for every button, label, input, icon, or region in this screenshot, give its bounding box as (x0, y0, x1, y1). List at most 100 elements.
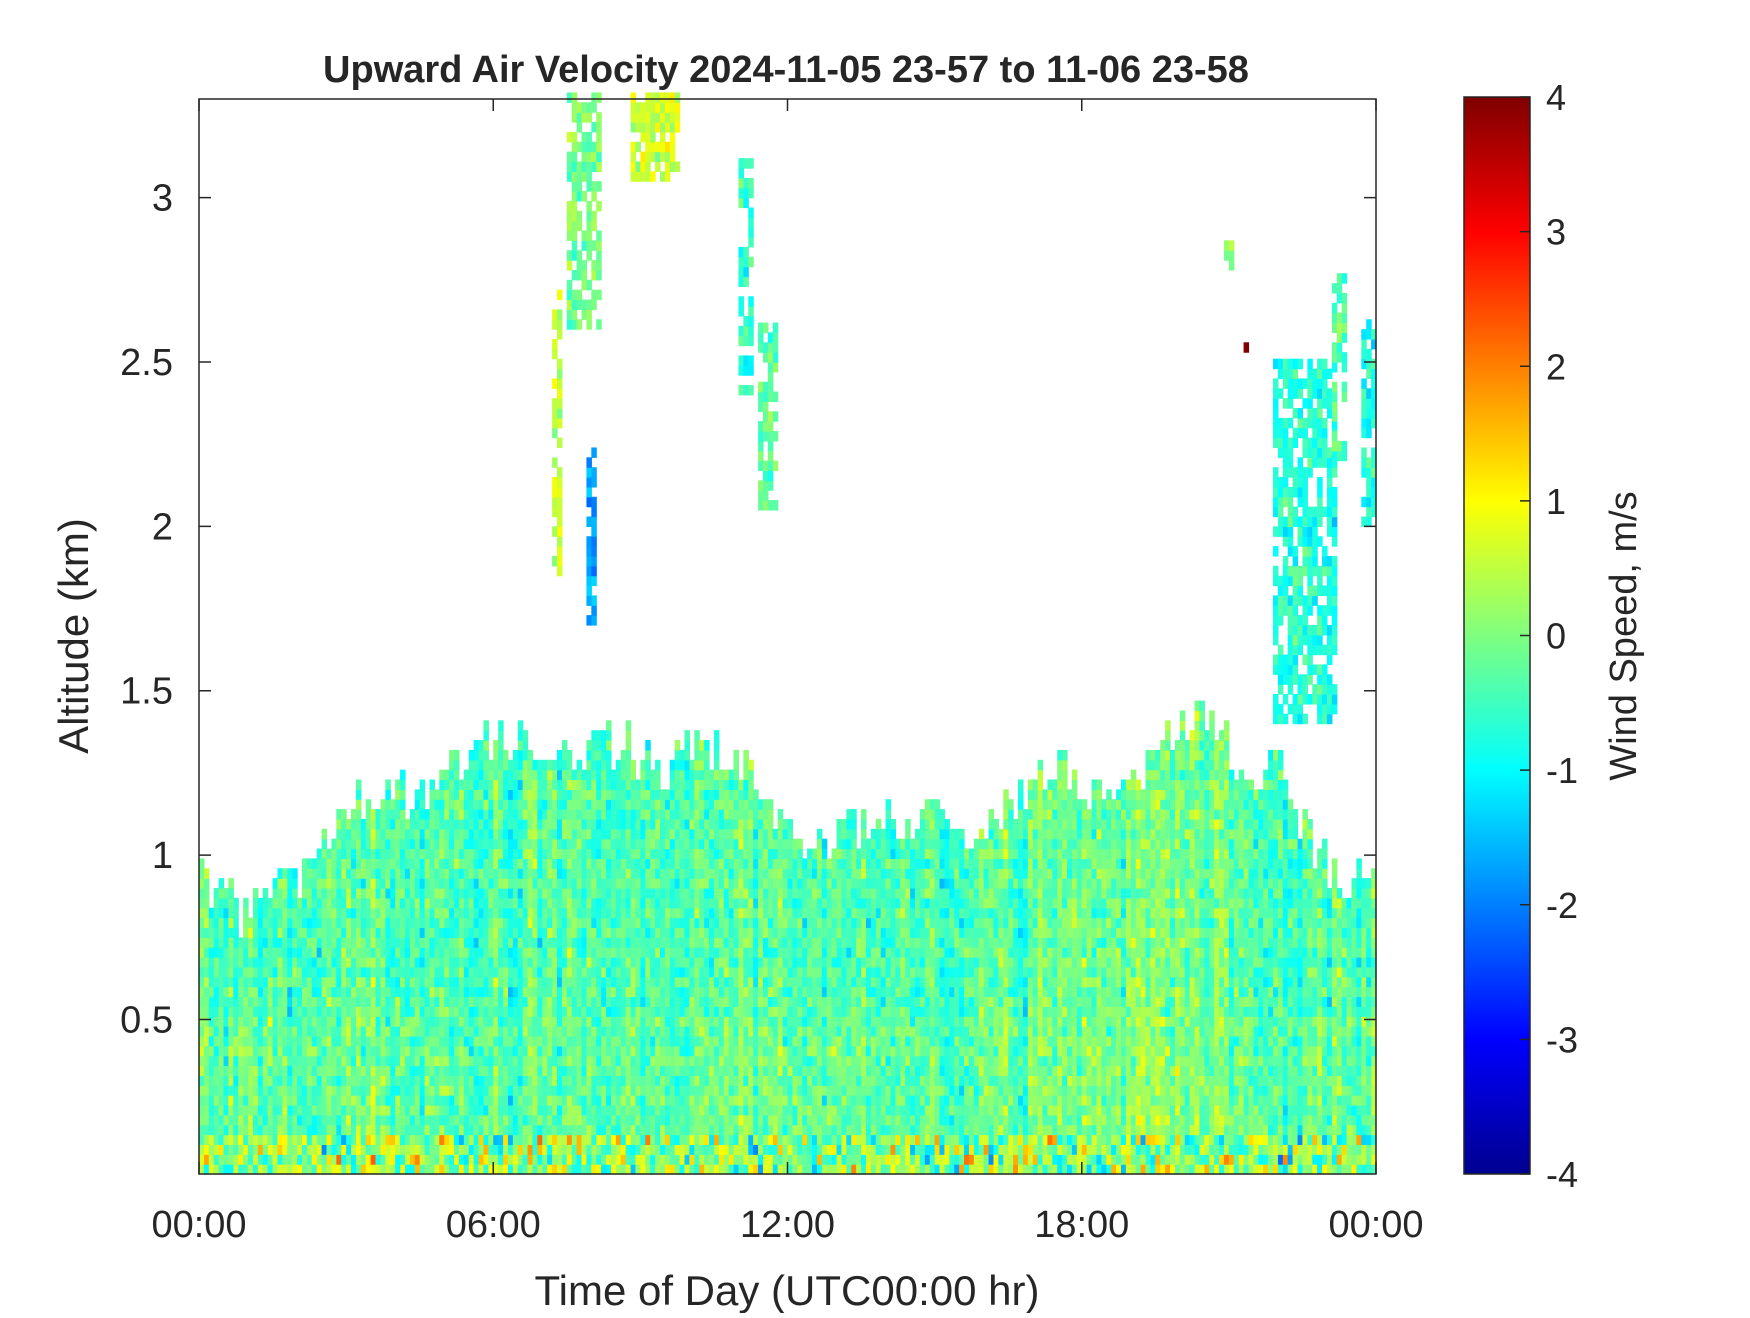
heatmap-cell (272, 1085, 279, 1096)
heatmap-cell (336, 1164, 342, 1175)
heatmap-cell (370, 887, 377, 899)
heatmap-cell (355, 1124, 362, 1136)
heatmap-cell (429, 789, 435, 800)
heatmap-cell (684, 1164, 691, 1175)
heatmap-cell (630, 966, 637, 978)
heatmap-cell (767, 1085, 774, 1096)
heatmap-cell (630, 868, 637, 879)
heatmap-cell (620, 878, 627, 889)
heatmap-cell (351, 966, 357, 978)
heatmap-cell (767, 966, 774, 978)
heatmap-cell (395, 917, 401, 929)
heatmap-cell (252, 1055, 259, 1067)
heatmap-cell (419, 947, 426, 958)
heatmap-cell (537, 878, 543, 889)
heatmap-cell (385, 1124, 391, 1136)
heatmap-cell (390, 887, 396, 899)
heatmap-cell (282, 937, 288, 948)
heatmap-cell (743, 868, 749, 879)
heatmap-cell (542, 1016, 548, 1027)
heatmap-cell (669, 917, 676, 929)
heatmap-cell (802, 1114, 808, 1126)
heatmap-cell (738, 917, 744, 929)
heatmap-cell (380, 1026, 386, 1037)
heatmap-cell (360, 838, 367, 850)
heatmap-cell (341, 1045, 347, 1057)
heatmap-cell (596, 838, 602, 850)
heatmap-cell (385, 927, 391, 938)
heatmap-cell (723, 828, 730, 840)
heatmap-cell (493, 1065, 499, 1076)
heatmap-cell (762, 937, 769, 948)
heatmap-cell (468, 947, 475, 958)
heatmap-cell (762, 1035, 769, 1047)
heatmap-cell (836, 1075, 843, 1086)
heatmap-cell (527, 1085, 534, 1096)
heatmap-cell (743, 809, 749, 820)
heatmap-cell (365, 986, 372, 998)
heatmap-cell (664, 1144, 671, 1155)
heatmap-cell (395, 1016, 401, 1027)
heatmap-cell (218, 1065, 225, 1076)
heatmap-cell (718, 1026, 725, 1037)
heatmap-cell (797, 868, 803, 879)
heatmap-cell (699, 789, 705, 800)
heatmap-cell (351, 1045, 357, 1057)
heatmap-cell (713, 809, 720, 820)
heatmap-cell (650, 878, 656, 889)
heatmap-cell (581, 838, 588, 850)
heatmap-cell (767, 897, 774, 909)
heatmap-cell (248, 996, 254, 1007)
heatmap-cell (277, 937, 283, 948)
heatmap-cell (297, 986, 303, 998)
heatmap-cell (596, 868, 602, 879)
heatmap-cell (625, 1104, 632, 1116)
heatmap-cell (797, 1065, 803, 1076)
heatmap-cell (454, 1016, 460, 1027)
heatmap-cell (792, 1114, 798, 1126)
heatmap-cell (792, 868, 798, 879)
heatmap-cell (355, 1154, 362, 1165)
heatmap-cell (802, 966, 808, 978)
heatmap-cell (762, 1016, 769, 1027)
heatmap-cell (360, 986, 367, 998)
heatmap-cell (507, 759, 514, 771)
heatmap-cell (444, 887, 450, 899)
heatmap-cell (390, 818, 396, 830)
heatmap-cell (252, 1045, 259, 1057)
heatmap-cell (704, 769, 710, 781)
heatmap-cell (252, 1134, 259, 1146)
heatmap-cell (743, 986, 749, 998)
heatmap-cell (409, 1134, 416, 1146)
heatmap-cell (640, 1095, 646, 1106)
heatmap-cell (463, 1026, 470, 1037)
heatmap-cell (346, 907, 352, 919)
heatmap-cell (301, 927, 308, 938)
heatmap-cell (517, 749, 524, 761)
heatmap-cell (713, 907, 720, 919)
heatmap-cell (586, 966, 592, 978)
heatmap-cell (645, 848, 651, 859)
heatmap-cell (238, 957, 244, 968)
heatmap-cell (355, 868, 362, 879)
heatmap-cell (542, 789, 548, 800)
heatmap-cell (615, 779, 622, 790)
heatmap-cell (277, 1045, 283, 1057)
heatmap-cell (375, 1164, 382, 1175)
heatmap-cell (836, 1154, 843, 1165)
heatmap-cell (743, 966, 749, 978)
heatmap-cell (635, 1035, 641, 1047)
heatmap-cell (645, 887, 651, 899)
heatmap-cell (684, 957, 691, 968)
heatmap-cell (718, 907, 725, 919)
heatmap-cell (380, 1104, 386, 1116)
heatmap-cell (767, 828, 774, 840)
heatmap-cell (674, 828, 681, 840)
heatmap-cell (782, 1104, 789, 1116)
heatmap-cell (498, 848, 504, 859)
heatmap-cell (517, 1104, 524, 1116)
heatmap-cell (243, 1164, 249, 1175)
heatmap-cell (684, 887, 691, 899)
heatmap-cell (287, 937, 293, 948)
